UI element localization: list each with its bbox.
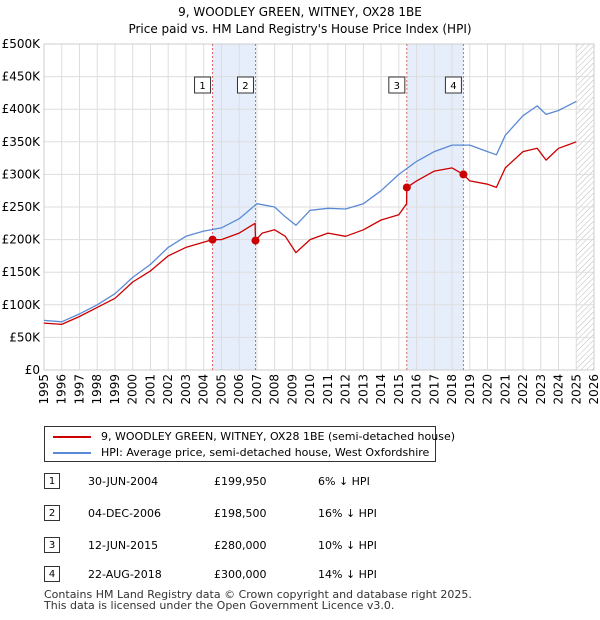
footer-licence: This data is licensed under the Open Gov… bbox=[44, 599, 395, 612]
sale-label-box bbox=[388, 76, 406, 94]
transaction-date: 22-AUG-2018 bbox=[88, 568, 162, 581]
sale-label: 1 bbox=[199, 81, 205, 92]
x-tick-label: 2022 bbox=[516, 374, 530, 405]
x-tick-label: 2024 bbox=[552, 374, 566, 405]
transaction-badge: 1 bbox=[44, 473, 60, 489]
footer: Contains HM Land Registry data © Crown c… bbox=[44, 589, 472, 611]
transaction-badge: 2 bbox=[44, 505, 60, 521]
x-tick-label: 2018 bbox=[445, 374, 459, 405]
sale-point bbox=[251, 236, 260, 245]
sale-label-box bbox=[444, 76, 462, 94]
sale-label: 4 bbox=[450, 81, 456, 92]
x-tick-label: 2002 bbox=[161, 374, 175, 405]
plot-frame bbox=[43, 43, 595, 371]
sale-label: 3 bbox=[394, 81, 400, 92]
x-tick-label: 2009 bbox=[285, 374, 299, 405]
sale-point bbox=[459, 170, 468, 179]
x-tick-label: 2006 bbox=[232, 374, 246, 405]
x-tick-label: 1998 bbox=[90, 374, 104, 405]
transaction-badge: 4 bbox=[44, 566, 60, 582]
x-tick-label: 1995 bbox=[37, 374, 51, 405]
x-tick-label: 2003 bbox=[179, 374, 193, 405]
x-tick-label: 2015 bbox=[392, 374, 406, 405]
y-tick-label: £200K bbox=[2, 233, 42, 247]
y-tick-label: £100K bbox=[2, 298, 42, 312]
x-tick-label: 2004 bbox=[197, 374, 211, 405]
x-tick-label: 1999 bbox=[108, 374, 122, 405]
x-tick-label: 2016 bbox=[410, 374, 424, 405]
legend-label-price-paid: 9, WOODLEY GREEN, WITNEY, OX28 1BE (semi… bbox=[101, 430, 456, 443]
footer-copyright: Contains HM Land Registry data © Crown c… bbox=[44, 588, 472, 601]
x-tick-label: 2026 bbox=[587, 374, 600, 405]
hpi-line bbox=[43, 100, 577, 323]
price-paid-line bbox=[43, 141, 577, 326]
y-tick-label: £250K bbox=[2, 200, 42, 214]
x-tick-label: 2025 bbox=[569, 374, 583, 405]
transaction-badge: 3 bbox=[44, 537, 60, 553]
x-tick-label: 2020 bbox=[481, 374, 495, 405]
y-tick-label: £400K bbox=[2, 102, 42, 116]
x-tick-label: 1997 bbox=[72, 374, 86, 405]
x-tick-label: 2001 bbox=[143, 374, 157, 405]
table-row: 1 30-JUN-2004 £199,950 6% ↓ HPI bbox=[0, 473, 600, 491]
transaction-price: £198,500 bbox=[214, 507, 267, 520]
transaction-hpi: 14% ↓ HPI bbox=[318, 568, 377, 581]
legend-label-hpi: HPI: Average price, semi-detached house,… bbox=[101, 446, 430, 459]
transaction-price: £280,000 bbox=[214, 539, 267, 552]
sale-label-box bbox=[236, 76, 254, 94]
y-tick-label: £300K bbox=[2, 167, 42, 181]
sale-label-box bbox=[194, 76, 212, 94]
sale-point bbox=[208, 235, 217, 244]
y-tick-label: £500K bbox=[2, 37, 42, 51]
legend-item-price-paid: 9, WOODLEY GREEN, WITNEY, OX28 1BE (semi… bbox=[53, 430, 455, 443]
y-tick-label: £50K bbox=[9, 330, 41, 344]
table-row: 2 04-DEC-2006 £198,500 16% ↓ HPI bbox=[0, 505, 600, 523]
y-tick-label: £0 bbox=[25, 363, 40, 377]
table-row: 3 12-JUN-2015 £280,000 10% ↓ HPI bbox=[0, 537, 600, 555]
transaction-hpi: 6% ↓ HPI bbox=[318, 475, 370, 488]
x-tick-label: 1996 bbox=[55, 374, 69, 405]
transaction-date: 12-JUN-2015 bbox=[88, 539, 159, 552]
x-tick-label: 2017 bbox=[427, 374, 441, 405]
x-tick-label: 2010 bbox=[303, 374, 317, 405]
x-tick-label: 2013 bbox=[356, 374, 370, 405]
y-tick-label: £150K bbox=[2, 265, 42, 279]
x-tick-label: 2012 bbox=[339, 374, 353, 405]
transaction-price: £199,950 bbox=[214, 475, 267, 488]
y-tick-label: £450K bbox=[2, 70, 42, 84]
sale-point bbox=[402, 183, 411, 192]
x-tick-label: 2021 bbox=[498, 374, 512, 405]
y-tick-label: £350K bbox=[2, 135, 42, 149]
transaction-hpi: 16% ↓ HPI bbox=[318, 507, 377, 520]
transaction-date: 30-JUN-2004 bbox=[88, 475, 159, 488]
price-chart: 9, WOODLEY GREEN, WITNEY, OX28 1BE Price… bbox=[2, 5, 600, 405]
x-tick-label: 2005 bbox=[214, 374, 228, 405]
legend: 9, WOODLEY GREEN, WITNEY, OX28 1BE (semi… bbox=[44, 426, 455, 462]
transaction-price: £300,000 bbox=[214, 568, 267, 581]
x-tick-label: 2014 bbox=[374, 374, 388, 405]
x-tick-label: 2007 bbox=[250, 374, 264, 405]
x-tick-label: 2019 bbox=[463, 374, 477, 405]
legend-swatch-red bbox=[53, 436, 91, 438]
x-tick-label: 2000 bbox=[126, 374, 140, 405]
legend-item-hpi: HPI: Average price, semi-detached house,… bbox=[53, 446, 429, 459]
x-tick-label: 2008 bbox=[268, 374, 282, 405]
legend-swatch-blue bbox=[53, 452, 91, 454]
transaction-hpi: 10% ↓ HPI bbox=[318, 539, 377, 552]
chart-title: 9, WOODLEY GREEN, WITNEY, OX28 1BE bbox=[178, 5, 422, 19]
transaction-date: 04-DEC-2006 bbox=[88, 507, 162, 520]
sale-label: 2 bbox=[242, 81, 248, 92]
table-row: 4 22-AUG-2018 £300,000 14% ↓ HPI bbox=[0, 566, 600, 584]
x-tick-label: 2023 bbox=[534, 374, 548, 405]
x-tick-label: 2011 bbox=[321, 374, 335, 405]
chart-subtitle: Price paid vs. HM Land Registry's House … bbox=[128, 22, 471, 36]
